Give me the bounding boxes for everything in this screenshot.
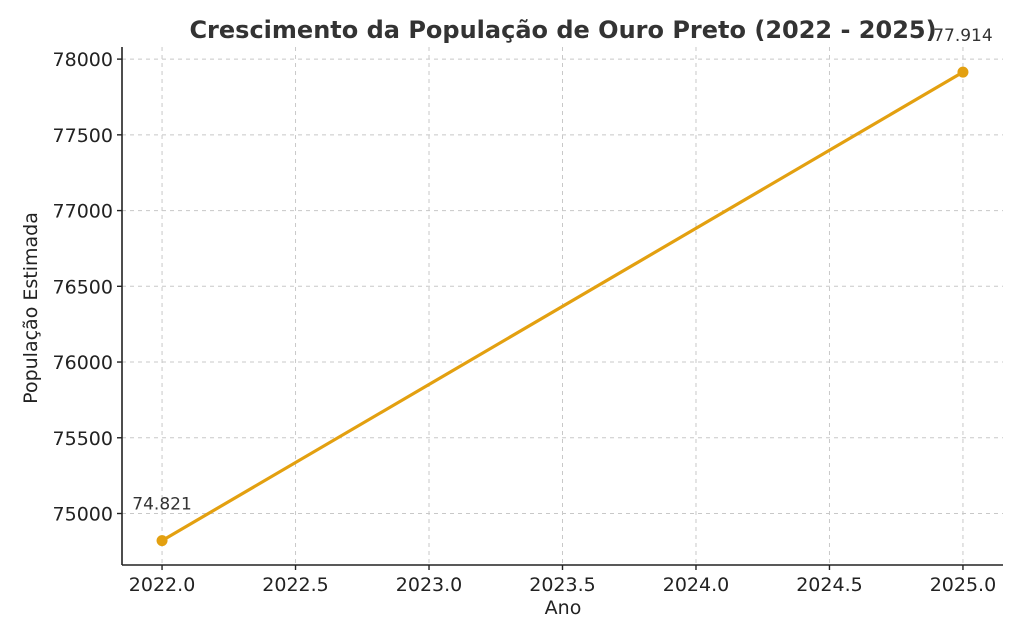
- y-tick-label: 77500: [53, 125, 113, 147]
- data-point: [156, 535, 168, 547]
- data-label: 77.914: [933, 26, 992, 46]
- y-tick-label: 75000: [53, 504, 113, 526]
- y-tick-label: 76500: [53, 276, 113, 298]
- x-tick-label: 2024.5: [796, 574, 862, 596]
- series-line: [160, 70, 965, 543]
- data-label: 74.821: [132, 495, 191, 515]
- x-tick-label: 2022.0: [129, 574, 195, 596]
- y-tick-label: 75500: [53, 428, 113, 450]
- y-tick-label: 76000: [53, 352, 113, 374]
- x-tick-label: 2023.5: [529, 574, 595, 596]
- x-tick-label: 2024.0: [663, 574, 729, 596]
- x-tick-label: 2023.0: [396, 574, 462, 596]
- y-tick-label: 78000: [53, 49, 113, 71]
- y-tick-label: 77000: [53, 201, 113, 223]
- chart-title: Crescimento da População de Ouro Preto (…: [189, 16, 936, 44]
- data-point: [957, 66, 969, 78]
- y-axis-label: População Estimada: [20, 212, 42, 404]
- data-labels: 74.821 77.914: [132, 26, 992, 514]
- x-tick-label: 2022.5: [262, 574, 328, 596]
- ticks: 2022.0 2022.5 2023.0 2023.5 2024.0 2024.5 2025…: [53, 49, 997, 596]
- series: [156, 66, 969, 547]
- x-tick-label: 2025.0: [930, 574, 996, 596]
- x-axis-label: Ano: [545, 597, 582, 619]
